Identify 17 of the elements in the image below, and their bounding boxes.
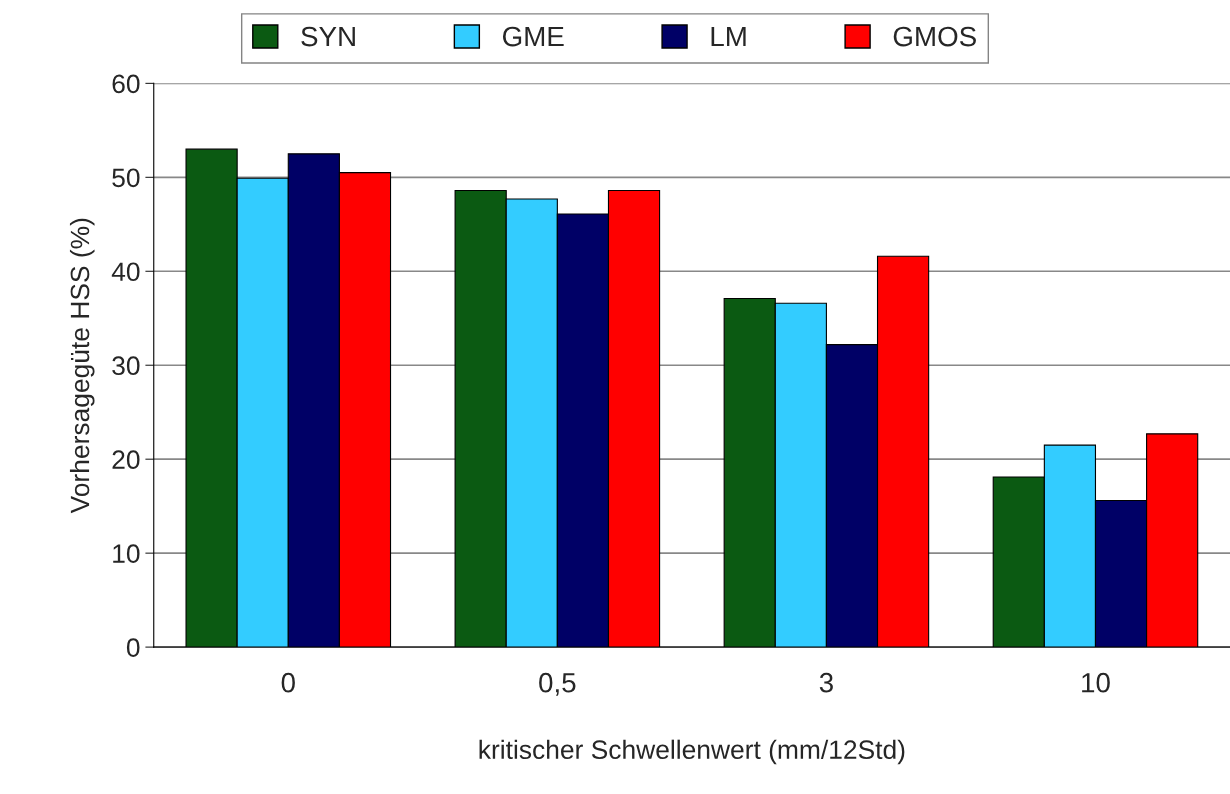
x-axis-title: kritischer Schwellenwert (mm/12Std) — [479, 739, 905, 765]
y-tick-label: 30 — [112, 356, 140, 376]
x-tick-label: 0 — [281, 672, 295, 693]
y-tick-label: 0 — [126, 638, 140, 657]
legend-label: GMOS — [893, 26, 976, 47]
y-tick-label: 20 — [112, 450, 140, 470]
x-tick-label: 3 — [819, 672, 833, 693]
y-axis-title: Vorhersagegüte HSS (%) — [69, 218, 95, 514]
y-tick-label: 60 — [112, 74, 140, 94]
y-tick-label: 50 — [112, 168, 140, 188]
x-tick-label: 10 — [1082, 672, 1110, 693]
x-tick-label: 0,5 — [539, 672, 576, 696]
legend-label: SYN — [301, 26, 355, 47]
legend-label: GME — [502, 26, 564, 47]
legend-label: LM — [711, 27, 746, 47]
y-tick-label: 40 — [111, 262, 140, 282]
y-tick-label: 10 — [113, 544, 140, 563]
